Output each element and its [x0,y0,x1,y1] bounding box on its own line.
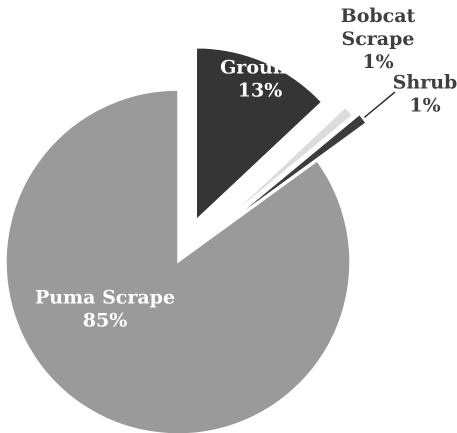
pie-slice-shrub [226,113,368,225]
data-label-bobcat-scrape: Bobcat Scrape 1% [341,5,416,73]
pie-slice-ground [195,47,323,222]
data-label-category: Bobcat [341,5,416,27]
pie-slice-puma-scrape [5,89,351,433]
data-label-value: 85% [83,310,128,332]
data-label-category: Shrub [393,72,457,94]
pie-slice-bobcat-scrape [219,106,354,226]
data-label-value: 1% [409,95,440,117]
shrub-leader-line [363,91,396,118]
data-label-category: Scrape [342,28,415,50]
pie-labels: Puma Scrape 85%Ground 13%Bobcat Scrape 1%Shr… [35,5,457,332]
data-label-puma-scrape: Puma Scrape 85% [35,287,175,332]
data-label-shrub: Shrub 1% [393,72,457,117]
data-label-ground: Ground 13% [220,57,300,102]
data-label-category: Ground [220,57,300,79]
data-label-value: 13% [238,80,283,102]
data-label-category: Puma Scrape [35,287,175,309]
pie-slices [5,47,368,433]
data-label-value: 1% [362,51,393,73]
